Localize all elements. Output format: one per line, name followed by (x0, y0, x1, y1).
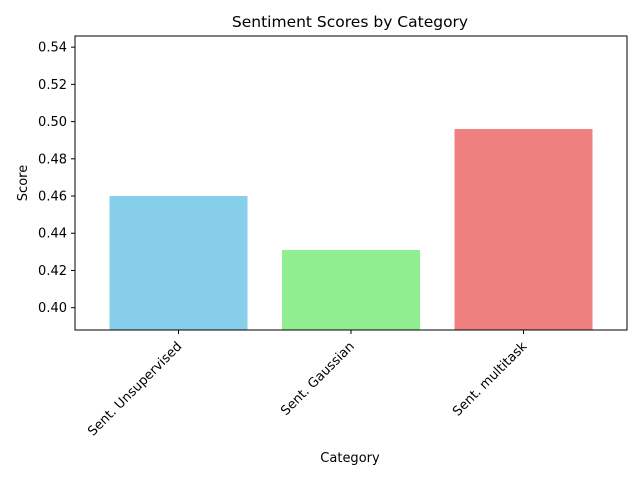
x-tick-label: Sent. Unsupervised (85, 339, 185, 439)
y-tick-label: 0.46 (38, 190, 67, 205)
x-axis-label: Category (320, 451, 380, 466)
x-axis-ticks: Sent. Unsupervised Sent. Gaussian Sent. mu… (85, 330, 531, 439)
y-tick-label: 0.54 (38, 41, 67, 56)
y-tick-label: 0.50 (38, 115, 67, 130)
plot-area (74, 35, 628, 331)
x-tick-label: Sent. multitask (450, 339, 531, 420)
y-tick-label: 0.40 (38, 301, 67, 316)
y-axis-ticks: 0.40 0.42 0.44 0.46 0.48 0.50 0.52 0.54 (38, 41, 75, 316)
y-tick-label: 0.44 (38, 227, 67, 242)
y-tick-label: 0.42 (38, 264, 67, 279)
x-tick-label: Sent. Gaussian (278, 339, 358, 419)
y-axis-label: Score (16, 165, 31, 201)
bar-2 (282, 249, 420, 330)
chart-title: Sentiment Scores by Category (232, 13, 468, 31)
y-tick-label: 0.52 (38, 78, 67, 93)
y-tick-label: 0.48 (38, 152, 67, 167)
bar-3 (454, 129, 593, 330)
bar-1 (109, 196, 248, 330)
